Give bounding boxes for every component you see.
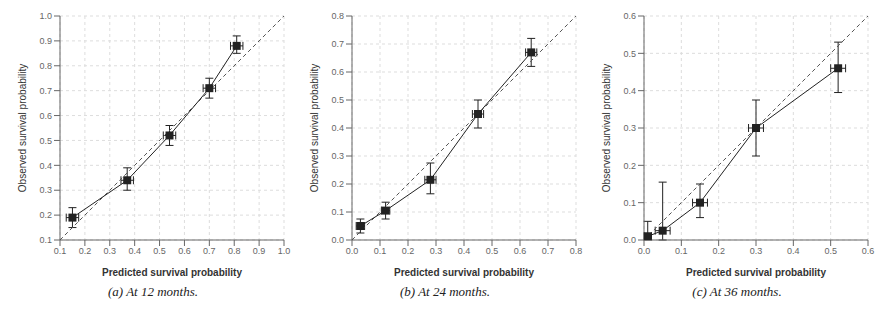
svg-text:Predicted survival probability: Predicted survival probability — [102, 267, 242, 278]
svg-text:0.1: 0.1 — [54, 246, 67, 256]
svg-text:0.1: 0.1 — [675, 246, 688, 256]
svg-text:0.2: 0.2 — [623, 161, 636, 171]
svg-text:0.4: 0.4 — [458, 246, 471, 256]
svg-text:0.5: 0.5 — [623, 49, 636, 59]
svg-text:0.7: 0.7 — [39, 86, 52, 96]
svg-text:0.6: 0.6 — [39, 111, 52, 121]
svg-text:0.6: 0.6 — [623, 11, 636, 21]
svg-text:0.3: 0.3 — [430, 246, 443, 256]
svg-text:0.1: 0.1 — [39, 235, 52, 245]
svg-text:0.4: 0.4 — [39, 161, 52, 171]
svg-text:1.0: 1.0 — [278, 246, 291, 256]
svg-text:0.2: 0.2 — [331, 179, 344, 189]
svg-text:0.0: 0.0 — [623, 235, 636, 245]
svg-text:1.0: 1.0 — [39, 11, 52, 21]
svg-text:0.1: 0.1 — [374, 246, 387, 256]
svg-text:0.5: 0.5 — [39, 136, 52, 146]
svg-text:0.2: 0.2 — [402, 246, 415, 256]
svg-text:0.7: 0.7 — [331, 39, 344, 49]
svg-text:0.0: 0.0 — [638, 246, 651, 256]
svg-text:0.5: 0.5 — [331, 95, 344, 105]
svg-text:0.4: 0.4 — [128, 246, 141, 256]
svg-text:Observed survival probability: Observed survival probability — [17, 64, 28, 192]
svg-text:0.4: 0.4 — [331, 123, 344, 133]
svg-text:0.6: 0.6 — [862, 246, 875, 256]
svg-text:0.3: 0.3 — [39, 185, 52, 195]
html-text:(b) At 24 months.: (b) At 24 months. — [400, 284, 490, 299]
svg-text:0.0: 0.0 — [331, 235, 344, 245]
svg-text:0.9: 0.9 — [39, 36, 52, 46]
svg-text:Observed survival probability: Observed survival probability — [601, 64, 612, 192]
svg-text:0.6: 0.6 — [514, 246, 527, 256]
svg-text:0.1: 0.1 — [623, 198, 636, 208]
svg-text:0.3: 0.3 — [623, 123, 636, 133]
html-text:(c) At 36 months.: (c) At 36 months. — [692, 284, 782, 299]
svg-text:0.4: 0.4 — [623, 86, 636, 96]
svg-text:0.6: 0.6 — [331, 67, 344, 77]
svg-text:0.8: 0.8 — [570, 246, 583, 256]
svg-text:0.5: 0.5 — [824, 246, 837, 256]
svg-text:0.8: 0.8 — [228, 246, 241, 256]
svg-text:0.3: 0.3 — [104, 246, 117, 256]
svg-text:0.0: 0.0 — [346, 246, 359, 256]
svg-text:0.8: 0.8 — [39, 61, 52, 71]
svg-text:0.5: 0.5 — [153, 246, 166, 256]
svg-text:0.3: 0.3 — [331, 151, 344, 161]
svg-text:0.7: 0.7 — [542, 246, 555, 256]
svg-text:0.4: 0.4 — [787, 246, 800, 256]
svg-text:0.1: 0.1 — [331, 207, 344, 217]
svg-text:0.2: 0.2 — [712, 246, 725, 256]
svg-text:0.5: 0.5 — [486, 246, 499, 256]
svg-text:0.8: 0.8 — [331, 11, 344, 21]
svg-text:Observed survival probability: Observed survival probability — [309, 64, 320, 192]
svg-text:0.3: 0.3 — [750, 246, 763, 256]
svg-text:Predicted survival probability: Predicted survival probability — [394, 267, 534, 278]
svg-text:0.2: 0.2 — [79, 246, 92, 256]
svg-text:0.6: 0.6 — [178, 246, 191, 256]
svg-text:0.9: 0.9 — [253, 246, 266, 256]
svg-text:0.7: 0.7 — [203, 246, 216, 256]
svg-text:0.2: 0.2 — [39, 210, 52, 220]
html-text:(a) At 12 months.: (a) At 12 months. — [108, 284, 198, 299]
svg-text:Predicted survival probability: Predicted survival probability — [686, 267, 826, 278]
